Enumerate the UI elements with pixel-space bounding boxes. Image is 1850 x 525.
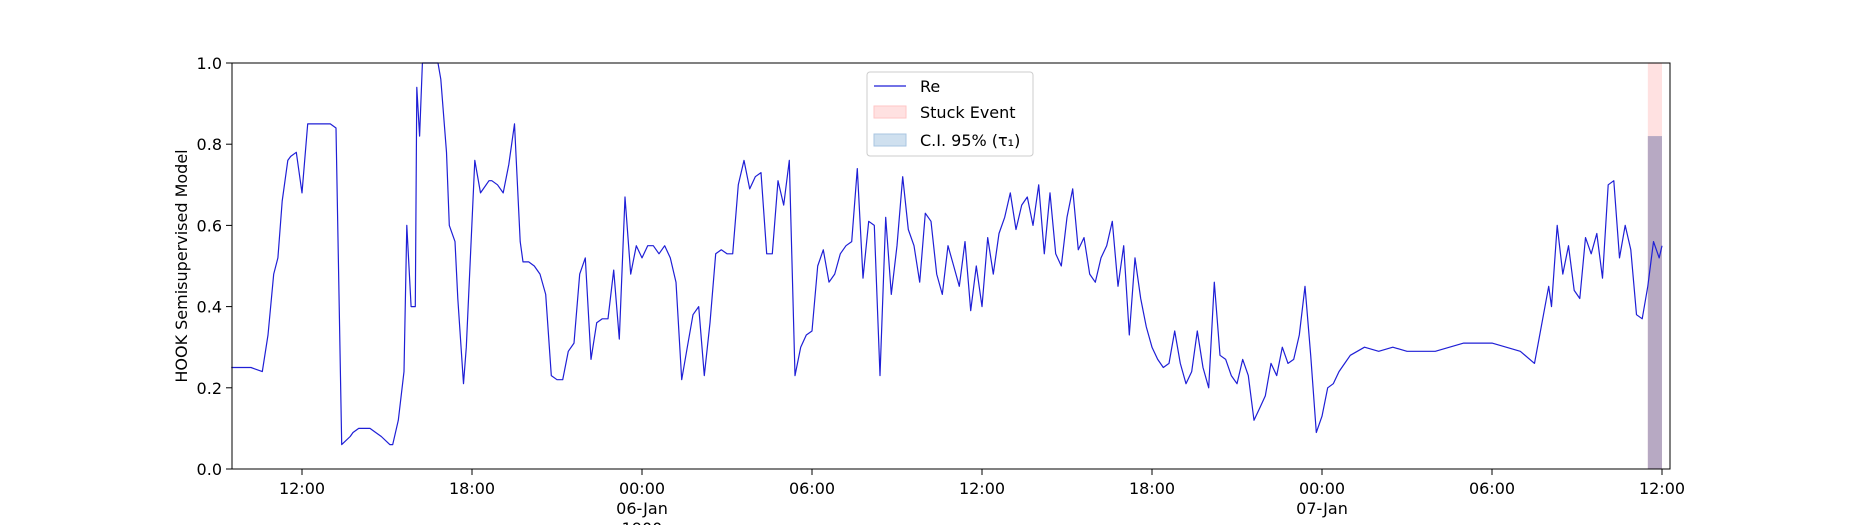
x-tick-label: 18:00 (1129, 479, 1175, 498)
x-tick-label: 12:00 (1639, 479, 1685, 498)
x-axis: 12:0018:0000:0006-Jan190006:0012:0018:00… (279, 469, 1685, 525)
series-line-re (231, 62, 1663, 446)
y-tick-label: 0.4 (197, 298, 222, 317)
series-layer (231, 62, 1663, 446)
y-tick-label: 0.0 (197, 460, 222, 479)
legend-re-label: Re (920, 77, 940, 96)
legend-stuck-event-label: Stuck Event (920, 103, 1016, 122)
x-tick-date-label: 07-Jan (1296, 499, 1348, 518)
y-tick-label: 0.2 (197, 379, 222, 398)
legend-ci-swatch (873, 133, 907, 147)
legend-frame (866, 71, 1034, 157)
legend-stuck-event-swatch (873, 105, 907, 119)
x-tick-label: 12:00 (279, 479, 325, 498)
x-tick-date-label: 06-Jan (616, 499, 668, 518)
x-tick-label: 06:00 (1469, 479, 1515, 498)
x-tick-label: 06:00 (789, 479, 835, 498)
legend-ci-label: C.I. 95% (τ₁) (920, 131, 1020, 150)
x-tick-year-label: 1900 (622, 519, 663, 525)
x-tick-label: 18:00 (449, 479, 495, 498)
y-tick-label: 0.6 (197, 216, 222, 235)
y-tick-label: 0.8 (197, 135, 222, 154)
ci-band (1647, 136, 1662, 469)
y-axis: 0.0 0.2 0.4 0.6 0.8 1.0 (197, 54, 232, 479)
x-tick-label: 12:00 (959, 479, 1005, 498)
x-tick-label: 00:00 (1299, 479, 1345, 498)
y-axis-label: HOOK Semisupervised Model (172, 149, 191, 382)
plot-frame (231, 62, 1671, 470)
legend: Re Stuck Event C.I. 95% (τ₁) (866, 71, 1034, 157)
bands-layer (1647, 63, 1662, 469)
x-tick-label: 00:00 (619, 479, 665, 498)
y-tick-label: 1.0 (197, 54, 222, 73)
